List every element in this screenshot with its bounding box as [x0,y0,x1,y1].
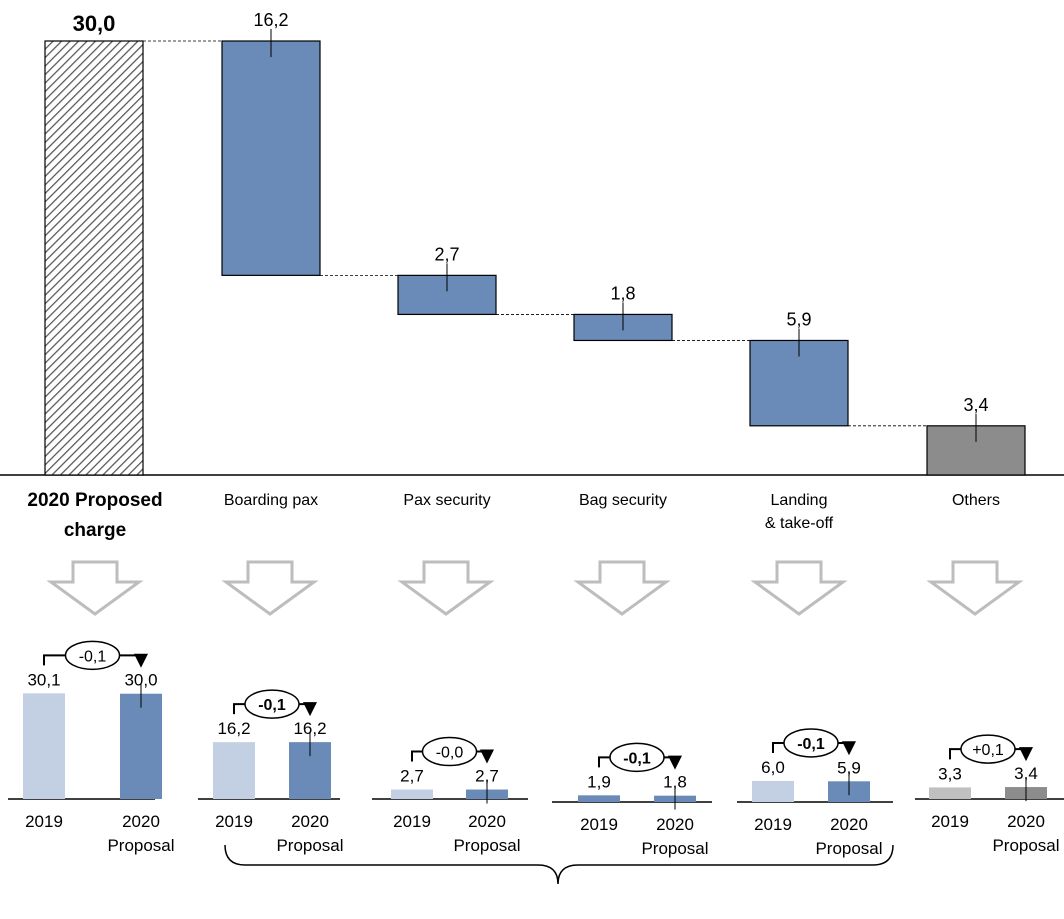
delta-badge [609,742,665,773]
comparison-value: 16,2 [293,719,326,738]
comparison-category: 2019 [931,812,969,831]
comparison-value: 6,0 [761,758,785,777]
comparison-category: 2020 [291,812,329,831]
waterfall-value-4: 5,9 [786,309,811,329]
comparison-value: 3,3 [938,764,962,783]
comparison-bar-2019 [929,787,971,799]
waterfall-label-2: Pax security [403,492,490,509]
comparison-category: 2020 [830,815,868,834]
waterfall-label-4-line2: & take-off [765,515,834,532]
comparison-value: 30,0 [124,671,157,690]
comparison-sublabel: Proposal [992,836,1059,855]
comparison-value: 16,2 [217,719,250,738]
delta-arrowhead-icon [842,741,856,756]
waterfall-value-5: 3,4 [963,395,988,415]
comparison-value: 2,7 [400,767,424,786]
comparison-value: 5,9 [837,758,861,777]
down-arrow-icon [926,560,1024,616]
comparison-sublabel: Proposal [453,836,520,855]
delta-arrowhead-icon [303,702,317,717]
delta-arrowhead-icon [668,755,682,770]
down-arrow-icon [221,560,319,616]
comparison-category: 2019 [25,812,63,831]
down-arrow-icon [397,560,495,616]
comparison-value: 1,8 [663,773,687,792]
waterfall-value-2: 2,7 [434,244,459,264]
comparison-category: 2019 [754,815,792,834]
waterfall-label-total-line2: charge [64,520,126,541]
delta-value: -0,1 [623,750,651,767]
comparison-sublabel: Proposal [276,836,343,855]
comparison-value: 30,1 [27,670,60,689]
waterfall-value-total: 30,0 [73,11,116,36]
waterfall-label-1: Boarding pax [224,492,318,509]
delta-badge [783,728,839,758]
delta-value: -0,1 [797,736,825,753]
comparison-bar-2019 [213,742,255,799]
comparison-category: 2020 [122,812,160,831]
waterfall-label-3: Bag security [579,492,667,509]
comparison-bar-2019 [391,789,433,799]
delta-arrowhead-icon [134,653,148,668]
delta-value: -0,1 [258,697,286,714]
comparison-value: 1,9 [587,772,611,791]
comparison-category: 2020 [468,812,506,831]
delta-value: -0,0 [436,745,464,762]
comparison-bar-2019 [23,693,65,799]
delta-value: -0,1 [79,648,107,665]
comparison-category: 2020 [1007,812,1045,831]
delta-arrowhead-icon [480,749,494,764]
waterfall-value-3: 1,8 [610,283,635,303]
waterfall-value-1: 16,2 [253,10,288,30]
comparison-bar-2020 [120,693,162,799]
delta-badge [64,640,121,671]
comparison-bar-2019 [578,795,620,802]
down-arrow-icon [750,560,848,616]
group-brace [224,844,894,885]
down-arrow-icon [573,560,671,616]
comparison-sublabel: Proposal [641,839,708,858]
delta-value: +0,1 [972,742,1004,759]
waterfall-label-4: Landing [771,492,828,509]
comparison-category: 2019 [393,812,431,831]
delta-badge [960,734,1016,764]
comparison-category: 2019 [580,815,618,834]
comparison-value: 2,7 [475,767,499,786]
comparison-bar-2019 [752,780,794,802]
comparison-sublabel: Proposal [815,839,882,858]
delta-badge [421,736,478,767]
waterfall-label-5: Others [952,492,1000,509]
down-arrow-icon [46,560,144,616]
comparison-category: 2019 [215,812,253,831]
waterfall-bar-total [44,40,144,476]
delta-arrowhead-icon [1019,747,1033,762]
comparison-value: 3,4 [1014,764,1038,783]
delta-badge [244,689,300,719]
comparison-sublabel: Proposal [107,836,174,855]
comparison-category: 2020 [656,815,694,834]
waterfall-bar-1 [221,40,321,276]
waterfall-label-total: 2020 Proposed [27,490,162,511]
